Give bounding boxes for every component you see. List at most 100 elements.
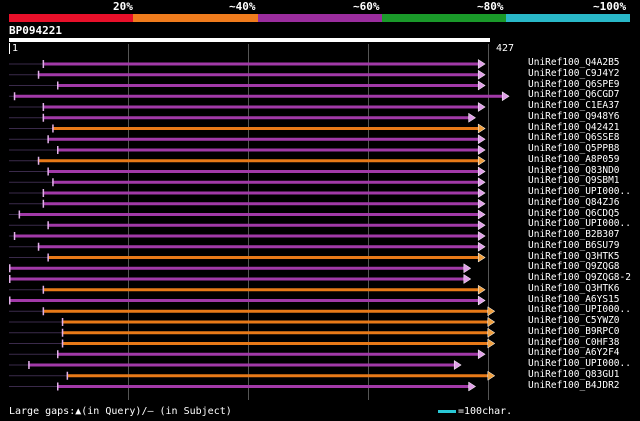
hit-label[interactable]: UniRef100_C9J4Y2 (528, 67, 620, 79)
hit-row[interactable] (9, 263, 472, 274)
hit-row[interactable] (9, 80, 486, 91)
hit-arrow-icon (477, 231, 486, 241)
hit-label[interactable]: UniRef100_A6Y2F4 (528, 347, 620, 359)
hit-row[interactable] (9, 134, 486, 145)
hit-label[interactable]: UniRef100_C5YWZ0 (528, 315, 620, 326)
hit-label[interactable]: UniRef100_Q42421 (528, 121, 620, 133)
hit-row[interactable] (9, 155, 486, 166)
hit-row[interactable] (9, 381, 477, 392)
hit-label[interactable]: UniRef100_Q6CGD7 (528, 89, 620, 101)
hit-label[interactable]: UniRef100_C0HF38 (528, 336, 620, 348)
scale-key-text: =100char. (458, 406, 513, 417)
hit-start-tick (9, 264, 11, 273)
hit-start-tick (47, 135, 49, 144)
hit-row[interactable] (9, 145, 486, 155)
hit-row[interactable] (9, 188, 486, 198)
hit-arrow-icon (477, 123, 486, 134)
hit-row[interactable] (9, 220, 486, 231)
hit-row[interactable] (9, 241, 486, 252)
hit-row[interactable] (9, 317, 496, 327)
query-bar (9, 38, 490, 42)
hit-bar (52, 180, 479, 184)
hit-bar (52, 127, 479, 130)
hit-label[interactable]: UniRef100_Q9SBM1 (528, 175, 620, 187)
hit-label[interactable]: UniRef100_A6YS15 (528, 293, 620, 305)
hit-arrow-icon (477, 102, 486, 112)
hit-row[interactable] (9, 327, 496, 338)
scale-key-bar (438, 410, 456, 413)
hit-row[interactable] (9, 306, 496, 317)
hit-arrow-icon (477, 209, 486, 220)
hit-label[interactable]: UniRef100_Q948Y6 (528, 110, 620, 122)
hit-bar (37, 159, 479, 163)
hit-row[interactable] (9, 177, 486, 188)
hit-start-tick (9, 296, 11, 305)
hit-label[interactable]: UniRef100_Q9ZQG8-2 (528, 272, 631, 283)
hit-label[interactable]: UniRef100_UPI000.. (528, 218, 631, 230)
hit-label[interactable]: UniRef100_Q6SSE8 (528, 132, 620, 144)
hit-row[interactable] (9, 360, 462, 370)
hit-row[interactable] (9, 295, 486, 306)
grid-line (128, 44, 129, 400)
hit-row[interactable] (9, 338, 496, 349)
hit-label[interactable]: UniRef100_Q3HTK5 (528, 250, 620, 262)
hit-arrow-icon (477, 220, 486, 231)
hit-label[interactable]: UniRef100_Q6CDQ5 (528, 207, 620, 219)
hit-label[interactable]: UniRef100_Q6SPE9 (528, 78, 620, 90)
hit-label[interactable]: UniRef100_C1EA37 (528, 100, 620, 111)
hit-row[interactable] (9, 123, 486, 134)
hit-label[interactable]: UniRef100_Q5PPB8 (528, 143, 620, 154)
hit-label[interactable]: UniRef100_B6SU79 (528, 239, 620, 251)
hit-row[interactable] (9, 69, 486, 80)
hit-row[interactable] (9, 231, 486, 241)
hit-arrow-icon (487, 338, 496, 349)
hit-row[interactable] (9, 349, 486, 360)
hit-label[interactable]: UniRef100_UPI000.. (528, 304, 631, 316)
grid-line (488, 44, 489, 400)
hit-arrow-icon (487, 327, 496, 338)
hit-bar (13, 94, 503, 98)
hit-row[interactable] (9, 112, 477, 123)
scale-segment-green (382, 14, 506, 22)
hit-row[interactable] (9, 284, 486, 295)
hit-arrow-icon (477, 134, 486, 145)
hit-bar (57, 385, 469, 388)
hit-start-tick (57, 146, 59, 154)
hit-label[interactable]: UniRef100_Q3HTK6 (528, 282, 620, 294)
hit-arrow-icon (477, 80, 486, 91)
hit-label[interactable]: UniRef100_UPI000.. (528, 358, 631, 369)
hit-bar (57, 148, 479, 152)
hit-row[interactable] (9, 198, 486, 209)
hit-row[interactable] (9, 274, 472, 284)
hit-label[interactable]: UniRef100_Q9ZQG8 (528, 261, 620, 273)
hit-row[interactable] (9, 59, 486, 69)
hit-row[interactable] (9, 209, 486, 220)
hit-start-tick (37, 156, 40, 165)
hit-start-tick (47, 253, 49, 262)
hit-label[interactable]: UniRef100_Q4A2B5 (528, 57, 620, 68)
hit-arrow-icon (477, 69, 486, 80)
hit-row[interactable] (9, 166, 486, 177)
hit-label[interactable]: UniRef100_B2B307 (528, 229, 620, 240)
hit-label[interactable]: UniRef100_Q84ZJ6 (528, 196, 620, 208)
hit-label[interactable]: UniRef100_Q83ND0 (528, 164, 620, 176)
hit-bar (9, 277, 464, 281)
hit-row[interactable] (9, 102, 486, 112)
hit-label[interactable]: UniRef100_A8P059 (528, 153, 620, 165)
hit-start-tick (28, 361, 30, 369)
hit-row[interactable] (9, 252, 486, 263)
hit-arrow-icon (453, 360, 462, 370)
hit-bar (28, 363, 455, 367)
query-end-label: 427 (496, 43, 515, 54)
query-start-tick (9, 43, 10, 54)
hit-row[interactable] (9, 370, 496, 381)
hit-label[interactable]: UniRef100_B4JDR2 (528, 379, 620, 391)
hit-start-tick (57, 382, 59, 391)
hit-label[interactable]: UniRef100_UPI000.. (528, 186, 631, 197)
hit-row[interactable] (9, 91, 510, 102)
hit-label[interactable]: UniRef100_B9RPC0 (528, 325, 620, 337)
scale-segment-cyan (506, 14, 630, 22)
hit-label[interactable]: UniRef100_Q83GU1 (528, 368, 620, 380)
hit-start-tick (61, 339, 64, 348)
scale-segment-orange (133, 14, 258, 22)
